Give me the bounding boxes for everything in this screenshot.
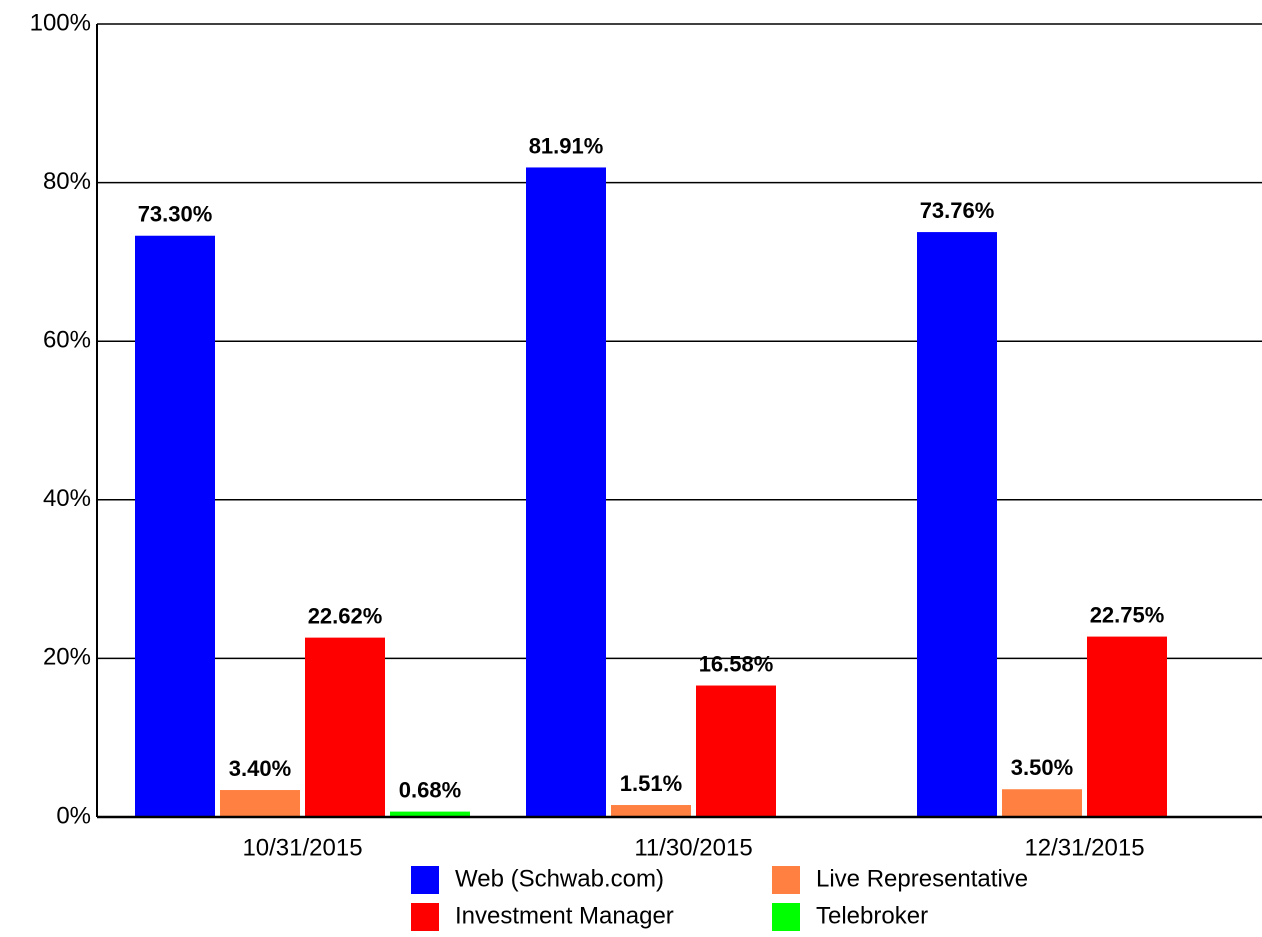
value-label: 3.50% (1011, 755, 1073, 780)
bar (1087, 636, 1167, 817)
legend-swatch (772, 866, 800, 894)
value-label: 22.62% (308, 603, 383, 628)
bar (390, 811, 470, 817)
y-tick-label: 60% (43, 327, 91, 354)
value-label: 1.51% (620, 771, 682, 796)
value-label: 16.58% (699, 651, 774, 676)
value-label: 81.91% (529, 133, 604, 158)
bar (696, 685, 776, 817)
y-tick-label: 80% (43, 168, 91, 195)
bar (135, 235, 215, 817)
bar (611, 805, 691, 817)
legend-swatch (772, 903, 800, 931)
value-label: 22.75% (1090, 602, 1165, 627)
bar (305, 637, 385, 817)
legend-label: Live Representative (816, 865, 1028, 892)
x-tick-label: 11/30/2015 (634, 834, 752, 861)
legend-swatch (411, 903, 439, 931)
legend-swatch (411, 866, 439, 894)
legend-label: Investment Manager (455, 902, 674, 929)
legend-label: Telebroker (816, 902, 928, 929)
value-label: 73.30% (138, 202, 213, 227)
y-tick-label: 40% (43, 485, 91, 512)
y-tick-label: 0% (56, 802, 91, 829)
y-tick-label: 20% (43, 644, 91, 671)
value-label: 73.76% (920, 198, 995, 223)
value-label: 0.68% (399, 777, 461, 802)
bar (917, 232, 997, 818)
x-tick-label: 12/31/2015 (1024, 834, 1144, 861)
value-label: 3.40% (229, 756, 291, 781)
y-tick-label: 100% (30, 9, 91, 36)
bar (526, 167, 606, 817)
x-tick-label: 10/31/2015 (242, 834, 362, 861)
bar (220, 790, 300, 817)
bar (1002, 789, 1082, 817)
legend-label: Web (Schwab.com) (455, 865, 664, 892)
